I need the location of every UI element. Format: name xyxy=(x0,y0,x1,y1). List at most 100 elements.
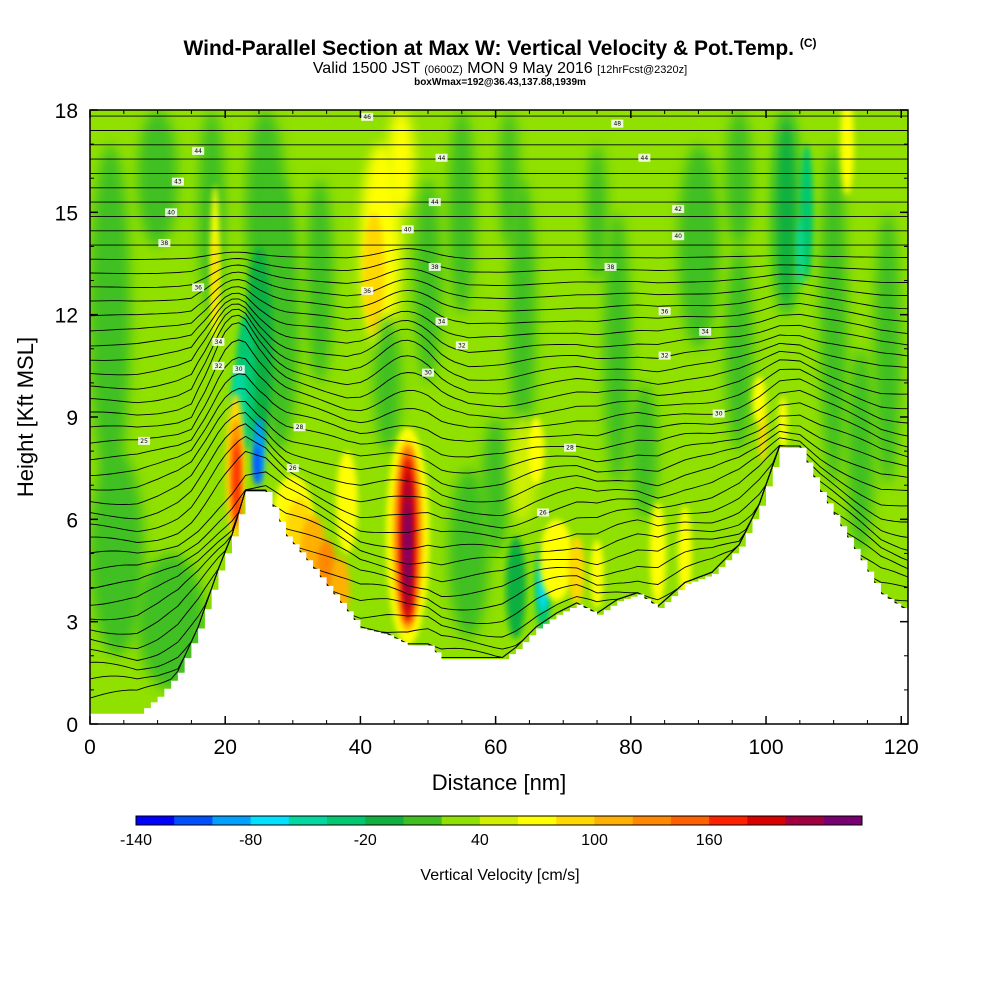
contour-label: 42 xyxy=(672,204,685,213)
y-tick-label: 6 xyxy=(66,509,78,532)
x-tick-label: 120 xyxy=(884,736,919,759)
theta-contour-line xyxy=(90,314,908,404)
contour-label: 44 xyxy=(192,146,205,155)
velocity-region xyxy=(509,178,537,452)
colorbar-swatch xyxy=(556,816,596,825)
colorbar-tick-label: 100 xyxy=(581,832,608,849)
contour-label-text: 36 xyxy=(661,308,669,315)
colorbar-swatch xyxy=(441,816,481,825)
contour-label: 30 xyxy=(422,368,435,377)
velocity-region xyxy=(847,348,875,554)
contour-label-text: 38 xyxy=(431,264,439,271)
colorbar-swatch xyxy=(709,816,748,825)
contour-label: 38 xyxy=(158,239,171,248)
contour-label: 25 xyxy=(138,436,151,445)
contour-label-text: 48 xyxy=(613,121,621,128)
velocity-region xyxy=(778,396,788,452)
contour-label: 30 xyxy=(232,365,245,374)
velocity-region xyxy=(414,178,442,383)
theta-contour-line xyxy=(90,356,908,444)
velocity-region xyxy=(586,144,608,281)
velocity-region xyxy=(840,110,854,196)
velocity-region xyxy=(528,417,545,486)
contour-label-text: 38 xyxy=(161,240,169,247)
contour-label: 40 xyxy=(672,232,685,241)
x-tick-label: 60 xyxy=(484,736,507,759)
colorbar-swatch xyxy=(823,816,863,825)
theta-contour-line xyxy=(90,308,908,390)
theta-contour-line xyxy=(90,412,908,505)
y-tick-label: 0 xyxy=(66,714,78,737)
velocity-region xyxy=(603,212,631,486)
theta-contour-line xyxy=(90,388,908,477)
velocity-region xyxy=(387,110,415,213)
theta-contour-line xyxy=(90,445,908,554)
theta-contour-line xyxy=(90,264,908,289)
velocity-region xyxy=(405,502,411,591)
contour-label: 34 xyxy=(212,337,225,346)
velocity-region xyxy=(212,236,219,325)
contour-label-text: 32 xyxy=(215,363,223,370)
colorbar-swatch xyxy=(594,816,634,825)
contour-label-text: 38 xyxy=(607,264,615,271)
velocity-region xyxy=(874,212,902,486)
colorbar-swatch xyxy=(212,816,252,825)
contour-label: 28 xyxy=(563,443,576,452)
contour-label: 32 xyxy=(658,351,671,360)
theta-contour-line xyxy=(90,322,908,416)
velocity-region xyxy=(820,144,848,486)
theta-contour-line xyxy=(90,435,908,533)
colorbar-swatch xyxy=(327,816,366,825)
velocity-region xyxy=(772,110,800,315)
colorbar-swatch xyxy=(403,816,443,825)
theta-contour-line xyxy=(90,279,908,317)
contour-label: 36 xyxy=(192,283,205,292)
x-tick-label: 0 xyxy=(84,736,96,759)
velocity-region xyxy=(678,144,719,349)
contour-label: 48 xyxy=(611,119,624,128)
contour-label-text: 44 xyxy=(438,155,446,162)
theta-contour-line xyxy=(90,303,908,376)
contour-label: 34 xyxy=(435,317,448,326)
contour-label: 32 xyxy=(212,361,225,370)
contour-label-text: 30 xyxy=(235,366,243,373)
x-tick-label: 40 xyxy=(349,736,372,759)
velocity-region xyxy=(448,110,476,315)
theta-contour-line xyxy=(90,373,908,461)
theta-contour-line xyxy=(90,445,908,572)
velocity-region xyxy=(796,219,804,288)
theta-contour-line xyxy=(90,286,908,332)
velocity-region xyxy=(725,246,753,452)
contour-label-text: 28 xyxy=(296,424,304,431)
contour-label-text: 44 xyxy=(641,155,649,162)
colorbar-swatch xyxy=(747,816,787,825)
velocity-region xyxy=(336,451,358,554)
velocity-region xyxy=(649,502,666,605)
contour-label-text: 34 xyxy=(215,339,223,346)
contour-label-text: 44 xyxy=(194,148,202,155)
contour-label: 44 xyxy=(428,198,441,207)
contour-label-text: 32 xyxy=(661,353,669,360)
colorbar-tick-label: -140 xyxy=(120,832,152,849)
x-tick-label: 80 xyxy=(619,736,642,759)
colorbar-swatch xyxy=(479,816,519,825)
colorbar-title: Vertical Velocity [cm/s] xyxy=(420,867,579,884)
contour-label: 38 xyxy=(604,262,617,271)
y-tick-label: 3 xyxy=(66,612,78,635)
x-tick-label: 20 xyxy=(214,736,237,759)
colorbar-tick-label: 40 xyxy=(471,832,489,849)
velocity-region xyxy=(499,110,520,247)
contour-label: 46 xyxy=(361,112,374,121)
colorbar-swatch xyxy=(670,816,710,825)
chart-title: Wind-Parallel Section at Max W: Vertical… xyxy=(183,36,817,60)
contour-label: 40 xyxy=(165,208,178,217)
x-axis-title: Distance [nm] xyxy=(432,770,567,795)
contour-label-text: 44 xyxy=(431,199,439,206)
velocity-region xyxy=(630,382,658,520)
theta-contour-line xyxy=(90,401,908,491)
colorbar-swatch xyxy=(518,816,557,825)
colorbar-swatch xyxy=(250,816,290,825)
contour-label-text: 26 xyxy=(289,465,297,472)
